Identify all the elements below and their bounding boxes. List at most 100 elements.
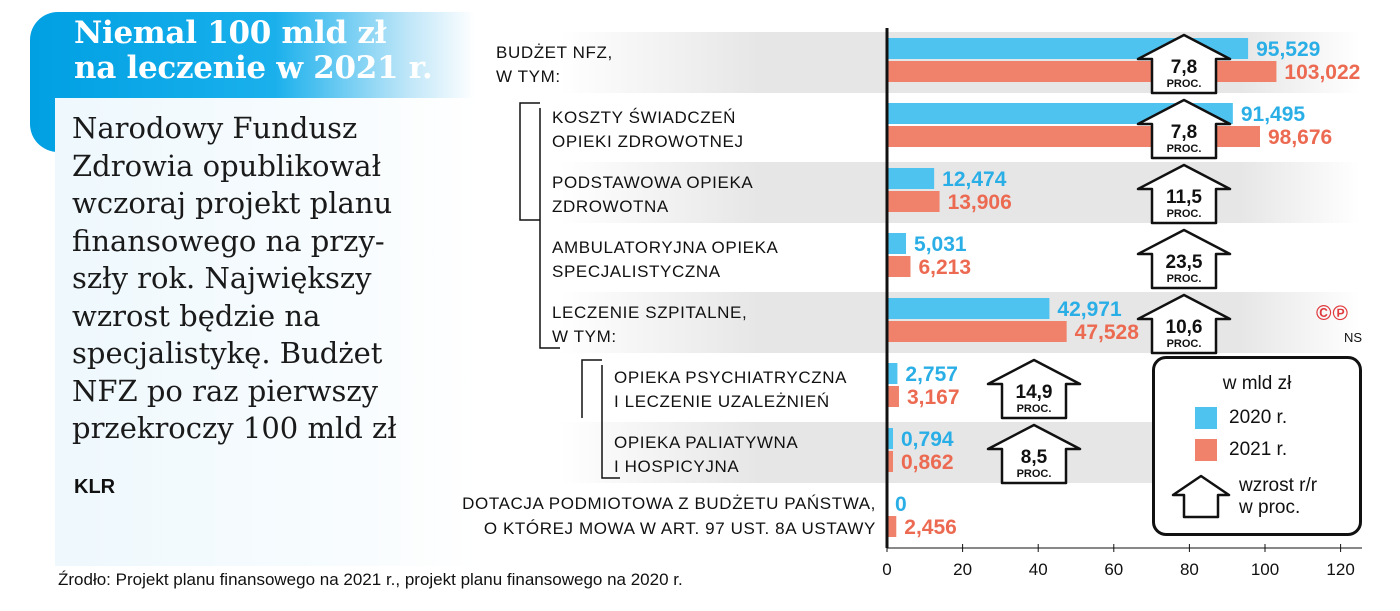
value-label-2021: 103,022 [1284, 61, 1360, 84]
category-labels: BUDŻET NFZ, W TYM: KOSZTY ŚWIADCZEŃ OPIEKI … [462, 43, 876, 538]
growth-unit: PROC. [1017, 403, 1052, 415]
category-label: O KTÓREJ MOWA W ART. 97 UST. 8A USTAWY [484, 519, 876, 538]
bar-2020 [887, 233, 907, 254]
legend-swatch-2020 [1195, 407, 1217, 429]
x-tick-label: 60 [1104, 560, 1123, 579]
category-label: I HOSPICYJNA [614, 457, 739, 476]
value-label-2021: 98,676 [1268, 126, 1332, 149]
growth-arrow-icon [986, 423, 1082, 485]
bar-2021 [887, 256, 911, 277]
growth-unit: PROC. [1167, 273, 1202, 285]
legend-arrow-label: wzrost r/r w proc. [1239, 475, 1318, 518]
bracket-hospital-children [601, 365, 620, 479]
category-label: W TYM: [496, 67, 561, 86]
growth-value: 7,8 [1171, 57, 1197, 78]
bar-2020 [887, 363, 898, 384]
growth-unit: PROC. [1167, 338, 1202, 350]
bar-2020 [887, 428, 893, 449]
growth-unit: PROC. [1017, 468, 1052, 480]
category-label: LECZENIE SZPITALNE, [552, 303, 747, 322]
category-label: ZDROWOTNA [552, 197, 669, 216]
bar-2021 [887, 451, 893, 472]
legend-item-2020: 2020 r. [1195, 407, 1287, 429]
bar-2021 [887, 386, 899, 407]
value-label-2021: 0,862 [901, 451, 954, 474]
growth-arrow-icon [1136, 163, 1232, 225]
bar-2021 [887, 321, 1067, 342]
legend-arrow-icon [1171, 474, 1231, 519]
growth-value: 10,6 [1166, 317, 1203, 338]
bar-2021 [887, 191, 940, 212]
category-label: OPIEKA PALIATYWNA [614, 433, 798, 452]
x-tick-label: 40 [1029, 560, 1048, 579]
legend: w mld zł 2020 r. 2021 r. wzrost r/r w pr… [1152, 356, 1362, 536]
category-label: AMBULATORYJNA OPIEKA [552, 238, 779, 257]
growth-value: 8,5 [1021, 447, 1048, 468]
bar-2020 [887, 298, 1050, 319]
legend-label-2021: 2021 r. [1229, 439, 1288, 460]
value-label-2021: 13,906 [948, 191, 1012, 214]
growth-arrow-icon [1136, 293, 1232, 355]
value-label-2020: 91,495 [1241, 103, 1306, 126]
growth-arrow-icon [1136, 98, 1232, 160]
title-banner-inner [55, 98, 480, 152]
value-label-2021: 6,213 [918, 256, 971, 279]
category-label: PODSTAWOWA OPIEKA [552, 173, 753, 192]
lead-paragraph: Narodowy Fundusz Zdrowia opublikował wcz… [72, 111, 397, 445]
value-label-2020: 2,757 [905, 363, 958, 386]
value-label-2020: 42,971 [1057, 298, 1122, 321]
growth-value: 7,8 [1171, 122, 1197, 143]
growth-arrow-icon [1136, 228, 1232, 290]
x-axis: 0 20 40 60 80 100 120 [882, 28, 1362, 579]
growth-value: 14,9 [1016, 382, 1053, 403]
hierarchy-brackets [519, 102, 620, 479]
value-label-2020: 0,794 [901, 428, 954, 451]
category-label: SPECJALISTYCZNA [552, 262, 721, 281]
category-label: I LECZENIE UZALEŻNIEŃ [614, 392, 830, 411]
category-label: W TYM: [552, 327, 617, 346]
growth-unit: PROC. [1167, 78, 1202, 90]
copyright-mark: ©℗ [1316, 302, 1349, 325]
growth-arrow-icon [986, 358, 1082, 420]
growth-unit: PROC. [1167, 208, 1202, 220]
legend-title: w mld zł [1222, 373, 1292, 394]
ns-label: NS [1344, 330, 1363, 345]
x-tick-label: 100 [1251, 560, 1279, 579]
value-label-2021: 47,528 [1075, 321, 1140, 344]
row-stripe [560, 162, 1360, 223]
category-label: KOSZTY ŚWIADCZEŃ [552, 108, 736, 127]
value-label-2020: 5,031 [914, 233, 967, 256]
x-tick-label: 20 [953, 560, 972, 579]
value-label-2021: 3,167 [907, 386, 960, 409]
legend-label-2020: 2020 r. [1229, 407, 1288, 428]
bracket-children [539, 108, 560, 349]
bracket-budget [519, 102, 540, 221]
bar-2021 [887, 61, 1277, 82]
source-note: Źrodło: Projekt planu finansowego na 202… [58, 570, 683, 589]
bracket-hospital [581, 359, 602, 418]
growth-value: 23,5 [1166, 252, 1203, 273]
author-initials: KLR [74, 476, 116, 498]
growth-arrow-icon [1136, 33, 1232, 95]
value-label-2020: 95,529 [1256, 38, 1320, 61]
bar-2020 [887, 168, 935, 189]
category-label: OPIEKI ZDROWOTNEJ [552, 132, 744, 151]
x-tick-label: 0 [882, 560, 891, 579]
legend-item-2021: 2021 r. [1195, 439, 1287, 461]
bar-2021 [887, 516, 897, 537]
category-label: BUDŻET NFZ, [496, 43, 613, 62]
growth-value: 11,5 [1166, 187, 1202, 208]
growth-unit: PROC. [1167, 143, 1202, 155]
value-label-2020: 0 [895, 493, 907, 516]
page-title: Niemal 100 mld zł na leczenie w 2021 r. [74, 15, 433, 86]
value-label-2021: 2,456 [904, 516, 957, 539]
x-tick-label: 80 [1180, 560, 1199, 579]
category-label: OPIEKA PSYCHIATRYCZNA [614, 368, 847, 387]
growth-arrows: 7,8PROC.7,8PROC.11,5PROC.23,5PROC.10,6PR… [986, 33, 1232, 485]
category-label: DOTACJA PODMIOTOWA Z BUDŻETU PAŃSTWA, [462, 494, 876, 513]
x-tick-label: 120 [1326, 560, 1354, 579]
value-label-2020: 12,474 [942, 168, 1007, 191]
legend-swatch-2021 [1195, 439, 1217, 461]
